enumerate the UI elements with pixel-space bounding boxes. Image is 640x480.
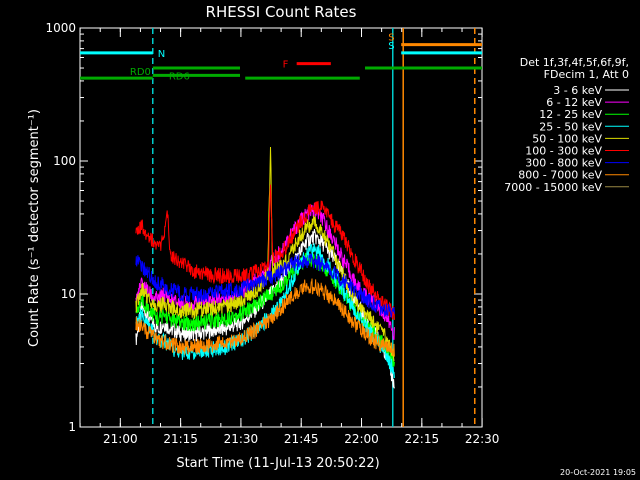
generation-timestamp: 20-Oct-2021 19:05: [560, 468, 636, 477]
series-line: [135, 278, 395, 357]
x-tick-label: 22:15: [405, 432, 440, 446]
y-tick-label: 100: [53, 154, 76, 168]
attenuator-state-label: RD0: [130, 67, 151, 78]
legend-entry-label: 100 - 300 keV: [525, 145, 602, 158]
y-tick-label: 1000: [45, 21, 76, 35]
y-tick-label: 10: [61, 287, 76, 301]
series-line: [135, 184, 395, 320]
legend: Det 1f,3f,4f,5f,6f,9f, FDecim 1, Att 0 3…: [504, 56, 629, 194]
x-tick-label: 21:30: [224, 432, 259, 446]
plot-area: 1 10 100 1000 21:00 21:15 21:30 21:45 22:00 22:15…: [45, 21, 499, 446]
x-tick-label: 21:00: [103, 432, 138, 446]
x-tick-label: 22:00: [344, 432, 379, 446]
legend-entry-label: 3 - 6 keV: [553, 84, 602, 97]
attenuator-state-label: RD6: [169, 71, 190, 82]
y-tick-label: 1: [68, 420, 76, 434]
attenuator-state-label: N: [158, 49, 165, 60]
legend-entry-label: 50 - 100 keV: [532, 132, 602, 145]
y-axis-label: Count Rate (s⁻¹ detector segment⁻¹): [27, 109, 42, 347]
attenuator-state-label: S: [388, 41, 394, 52]
attenuator-state-label: F: [283, 60, 289, 71]
series-line: [135, 243, 395, 379]
legend-entry-label: 25 - 50 keV: [539, 120, 602, 133]
x-tick-label: 22:30: [465, 432, 500, 446]
legend-entry-label: 300 - 800 keV: [525, 157, 602, 170]
legend-entry-label: 7000 - 15000 keV: [504, 181, 602, 194]
x-tick-label: 21:45: [284, 432, 319, 446]
legend-entry-label: 800 - 7000 keV: [518, 169, 602, 182]
legend-entry-label: 12 - 25 keV: [539, 108, 602, 121]
x-tick-label: 21:15: [163, 432, 198, 446]
attenuator-state-label: S: [388, 33, 394, 44]
legend-header-line-2: FDecim 1, Att 0: [544, 68, 629, 81]
chart-title: RHESSI Count Rates: [206, 3, 357, 21]
series-line: [135, 252, 395, 318]
x-axis-label: Start Time (11-Jul-13 20:50:22): [176, 456, 379, 471]
legend-entry-label: 6 - 12 keV: [546, 96, 602, 109]
legend-header-line-1: Det 1f,3f,4f,5f,6f,9f,: [520, 56, 629, 69]
